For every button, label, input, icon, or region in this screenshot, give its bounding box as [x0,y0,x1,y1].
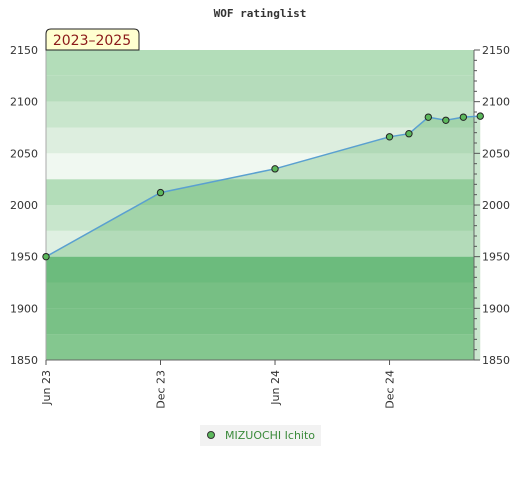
y-tick-label-left: 1850 [10,354,38,367]
band [46,153,474,180]
data-point [476,112,484,120]
data-point [385,133,394,141]
x-tick-label: Dec 24 [384,370,397,409]
band [46,308,474,335]
y-tick-label-left: 2150 [10,44,38,57]
season-label: 2023–2025 [53,33,131,49]
rating-markers [42,112,484,261]
area-fill [46,116,481,360]
x-tick-label: Jun 24 [269,370,282,406]
y-tick-label-left: 1900 [10,302,38,315]
legend: MIZUOCHI Ichito [200,425,321,446]
data-point [405,130,413,138]
y-tick-label-right: 1850 [482,354,510,367]
band [46,101,474,128]
band [46,179,474,205]
y-tick-label-right: 1900 [482,302,510,315]
data-point [442,116,450,124]
band [46,282,474,309]
background-bands [46,50,474,360]
y-tick-label-right: 2100 [482,96,510,109]
data-point [42,252,50,261]
y-tick-label-right: 2000 [482,199,510,212]
y-tick-label-left: 1950 [10,251,38,264]
x-tick-label: Jun 23 [40,370,53,406]
y-tick-label-left: 2050 [10,147,38,160]
season-badge: 2023–2025 [45,28,140,51]
band [46,230,474,257]
y-tick-label-right: 2050 [482,147,510,160]
y-tick-label-right: 1950 [482,251,510,264]
x-tick-label: Dec 23 [155,370,168,409]
data-point [271,165,279,173]
band [46,50,474,76]
band [46,127,474,154]
legend-series-name: MIZUOCHI Ichito [225,429,315,442]
y-tick-label-right: 2150 [482,44,510,57]
band [46,205,474,231]
data-point [459,113,468,121]
band [46,75,474,102]
legend-marker [207,431,215,439]
band [46,256,474,283]
data-point [424,113,433,121]
y-tick-label-left: 2000 [10,199,38,212]
band [46,334,474,360]
y-tick-label-left: 2100 [10,96,38,109]
axes: 1850 1850 1900 1900 1950 1950 2000 2000 2050 2050… [10,44,510,409]
data-point [156,188,165,197]
chart-title: WOF ratinglist [214,7,307,20]
